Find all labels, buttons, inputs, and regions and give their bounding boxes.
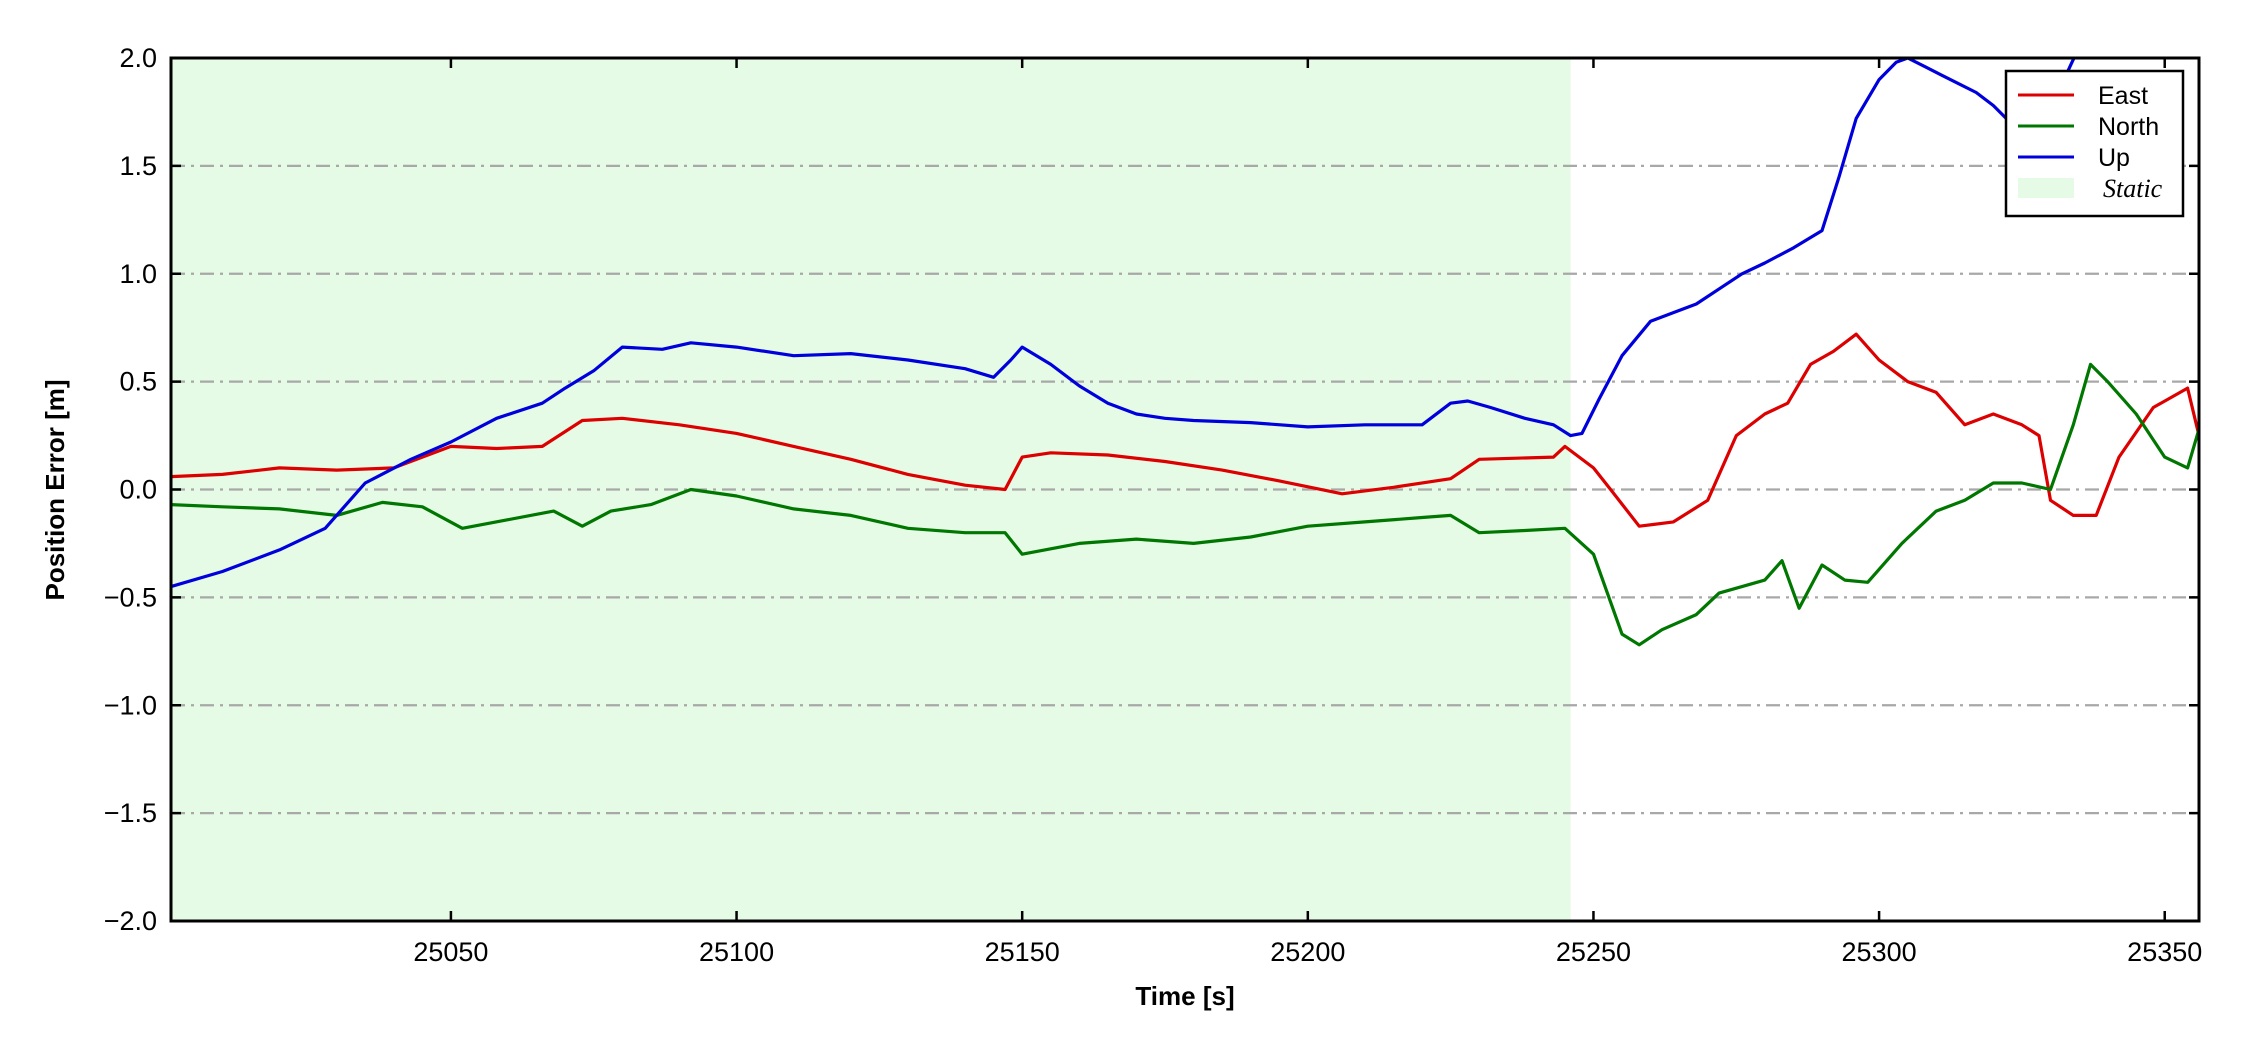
y-tick-label: −1.0 [104, 690, 157, 720]
y-tick-label: −2.0 [104, 906, 157, 936]
x-tick-label: 25100 [699, 937, 774, 967]
x-tick-label: 25050 [413, 937, 488, 967]
series-line-north [171, 362, 2199, 647]
legend: East North Up Static [2004, 69, 2185, 218]
y-tick-label: 0.5 [119, 367, 157, 397]
x-tick-label: 25250 [1556, 937, 1631, 967]
x-tick-label: 25150 [985, 937, 1060, 967]
y-tick-label: 2.0 [119, 43, 157, 73]
series-line-up [171, 58, 2076, 589]
y-tick-label: 0.0 [119, 475, 157, 505]
x-tick-label: 25350 [2127, 937, 2202, 967]
legend-north-label: North [2098, 113, 2159, 141]
legend-up-label: Up [2098, 144, 2130, 172]
y-axis-label: Position Error [m] [40, 379, 70, 600]
axis-ticks [171, 56, 2199, 923]
y-tick-label: 1.5 [119, 151, 157, 181]
legend-static-swatch [2018, 178, 2074, 198]
y-tick-label: −0.5 [104, 582, 157, 612]
y-tick-label: −1.5 [104, 798, 157, 828]
tick-labels: −2.0 −1.5 −1.0 −0.5 0.0 0.5 1.0 1.5 2.0 25050 2510… [104, 43, 2203, 967]
grid-lines [171, 164, 2199, 815]
x-tick-label: 25300 [1842, 937, 1917, 967]
series-lines [171, 58, 2199, 647]
y-tick-label: 1.0 [119, 259, 157, 289]
series-line-east [171, 332, 2199, 528]
x-tick-label: 25200 [1270, 937, 1345, 967]
legend-static-label: Static [2103, 174, 2163, 203]
legend-east-label: East [2098, 82, 2148, 110]
x-axis-label: Time [s] [1135, 981, 1234, 1011]
